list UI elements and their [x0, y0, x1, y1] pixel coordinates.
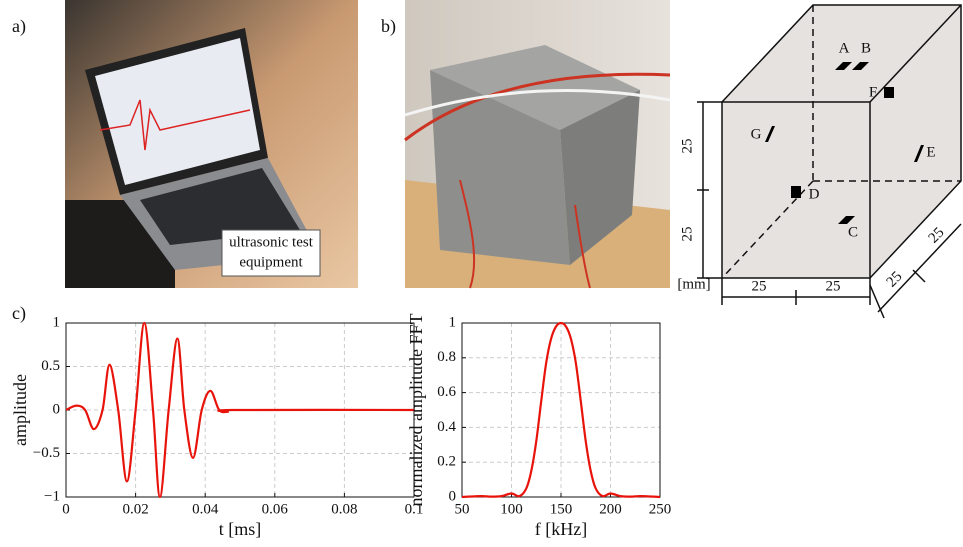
sensor-label: G [751, 126, 762, 142]
dimension-label: 25 [679, 139, 695, 154]
y-tick-label: 0 [53, 401, 61, 417]
chart: 0 0.02 0.04 0.06 0.08 0.1 −1 −0.5 0 0.5 1 t [ms] amp… [10, 314, 423, 539]
x-tick-label: 0.06 [262, 501, 289, 517]
sensor-label: D [809, 186, 820, 202]
sensor-label: B [861, 40, 871, 56]
x-tick-label: 200 [599, 501, 622, 517]
data-line [462, 321, 660, 499]
unit-label: [mm] [677, 276, 710, 292]
sensor-label: F [869, 84, 877, 100]
cube-diagram [697, 4, 962, 319]
y-tick-label: 0.2 [437, 454, 456, 470]
y-tick-label: 0.4 [437, 419, 456, 435]
caption-box [221, 229, 321, 277]
photo-b [404, 0, 671, 289]
x-tick-label: 0.08 [331, 501, 357, 517]
x-tick-label: 250 [649, 501, 672, 517]
y-tick-label: 1 [53, 314, 61, 330]
chart: 50 100 150 200 250 0 0.2 0.4 0.6 0.8 1 f [kHz] norma… [406, 314, 671, 540]
y-tick-label: 0.5 [41, 358, 60, 374]
y-tick-label: −0.5 [33, 445, 60, 461]
y-axis-label: normalized amplitude FFT [406, 314, 426, 507]
x-tick-label: 50 [455, 501, 470, 517]
dimension-label: 25 [752, 278, 767, 294]
panel-label: c) [12, 303, 26, 324]
data-line [66, 321, 414, 499]
caption-line: ultrasonic test [229, 234, 314, 250]
x-axis-label: t [ms] [219, 519, 262, 539]
y-tick-label: −1 [44, 488, 60, 504]
dimension-label: 25 [926, 225, 948, 247]
dimension-label: 25 [679, 227, 695, 242]
x-axis-label: f [kHz] [535, 519, 587, 539]
x-tick-label: 0.04 [192, 501, 219, 517]
photo-a: ultrasonic test equipment [65, 0, 358, 288]
sensor-label: A [839, 40, 850, 56]
dimension-label: 25 [826, 278, 841, 294]
x-tick-label: 100 [500, 501, 523, 517]
y-tick-label: 0.8 [437, 349, 456, 365]
x-tick-label: 150 [550, 501, 573, 517]
sensor-label: C [848, 224, 858, 240]
sensor-label: E [926, 144, 935, 160]
y-axis-label: amplitude [10, 374, 30, 446]
x-tick-label: 0.02 [122, 501, 148, 517]
caption-line: equipment [239, 254, 303, 270]
x-tick-label: 0 [62, 501, 70, 517]
x-tick-label: 0.1 [405, 501, 424, 517]
panel-label: b) [381, 16, 396, 37]
panel-label: a) [12, 16, 26, 37]
y-tick-label: 0 [449, 488, 457, 504]
y-tick-label: 0.6 [437, 384, 456, 400]
sensors [765, 62, 924, 224]
y-tick-label: 1 [449, 314, 457, 330]
